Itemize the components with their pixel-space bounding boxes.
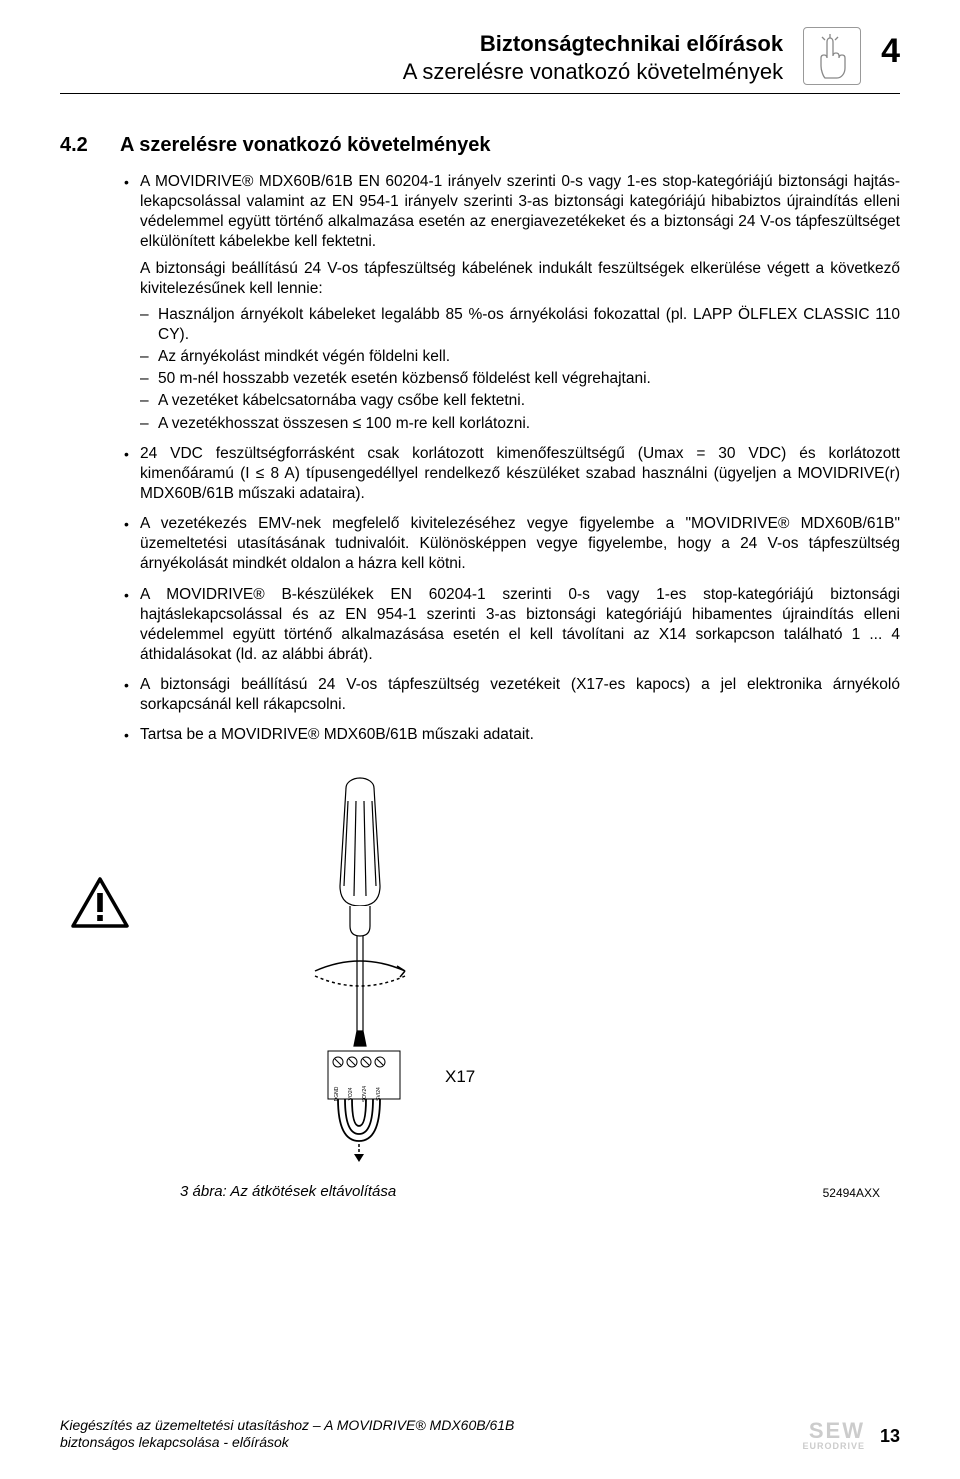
- header-subtitle: A szerelésre vonatkozó követelmények: [60, 58, 783, 86]
- sub-4: A vezetéket kábelcsatornába vagy csőbe k…: [140, 391, 900, 411]
- bullet-4: A MOVIDRIVE® B-készülékek EN 60204-1 sze…: [120, 585, 900, 666]
- warning-triangle-icon: [70, 876, 130, 936]
- bullet-2: 24 VDC feszültségforrásként csak korláto…: [120, 444, 900, 504]
- footer-line-1: Kiegészítés az üzemeltetési utasításhoz …: [60, 1417, 514, 1434]
- section-heading: 4.2 A szerelésre vonatkozó követelmények: [60, 134, 900, 157]
- header-title-block: Biztonságtechnikai előírások A szerelésr…: [60, 30, 783, 85]
- bullet-1-sublist: Használjon árnyékolt kábeleket legalább …: [140, 305, 900, 434]
- footer-line-2: biztonságos lekapcsolása - előírások: [60, 1434, 514, 1451]
- svg-text:SVI24: SVI24: [376, 1086, 382, 1100]
- figure-block: DGND VO24 SOV24 SVI24 X17: [120, 776, 900, 1172]
- page-header: Biztonságtechnikai előírások A szerelésr…: [60, 30, 900, 94]
- figure-caption-row: 3 ábra: Az átkötések eltávolítása 52494A…: [180, 1182, 880, 1202]
- connector-label-x17: X17: [445, 1066, 475, 1088]
- footer-text: Kiegészítés az üzemeltetési utasításhoz …: [60, 1417, 514, 1451]
- sew-logo-sub: EURODRIVE: [802, 1441, 865, 1451]
- screwdriver-connector-figure: DGND VO24 SOV24 SVI24: [290, 776, 490, 1166]
- bullet-3: A vezetékezés EMV-nek megfelelő kivitele…: [120, 514, 900, 574]
- sub-1: Használjon árnyékolt kábeleket legalább …: [140, 305, 900, 345]
- bullet-1: A MOVIDRIVE® MDX60B/61B EN 60204-1 irány…: [120, 172, 900, 434]
- footer-right: SEW EURODRIVE 13: [802, 1421, 900, 1451]
- sew-logo-main: SEW: [802, 1421, 865, 1441]
- svg-text:DGND: DGND: [334, 1086, 340, 1101]
- section-number: 4.2: [60, 134, 100, 157]
- page-footer: Kiegészítés az üzemeltetési utasításhoz …: [60, 1417, 900, 1451]
- header-title: Biztonságtechnikai előírások: [60, 30, 783, 58]
- figure-code: 52494AXX: [823, 1186, 880, 1202]
- svg-text:VO24: VO24: [348, 1087, 354, 1100]
- figure-caption: 3 ábra: Az átkötések eltávolítása: [180, 1182, 396, 1202]
- bullet-6: Tartsa be a MOVIDRIVE® MDX60B/61B műszak…: [120, 725, 900, 745]
- page-number: 13: [880, 1426, 900, 1447]
- bullet-5: A biztonsági beállítású 24 V-os tápfeszü…: [120, 675, 900, 715]
- bullet-1-para-1: A MOVIDRIVE® MDX60B/61B EN 60204-1 irány…: [140, 172, 900, 253]
- hand-pointing-icon: [803, 27, 861, 85]
- chapter-number: 4: [881, 32, 900, 71]
- sub-2: Az árnyékolást mindkét végén földelni ke…: [140, 347, 900, 367]
- content-body: A MOVIDRIVE® MDX60B/61B EN 60204-1 irány…: [120, 172, 900, 1201]
- svg-text:SOV24: SOV24: [362, 1085, 368, 1101]
- sew-logo: SEW EURODRIVE: [802, 1421, 865, 1451]
- sub-5: A vezetékhosszat összesen ≤ 100 m-re kel…: [140, 414, 900, 434]
- bullet-1-para-2: A biztonsági beállítású 24 V-os tápfeszü…: [140, 259, 900, 299]
- sub-3: 50 m-nél hosszabb vezeték esetén közbens…: [140, 369, 900, 389]
- section-title: A szerelésre vonatkozó követelmények: [120, 134, 491, 157]
